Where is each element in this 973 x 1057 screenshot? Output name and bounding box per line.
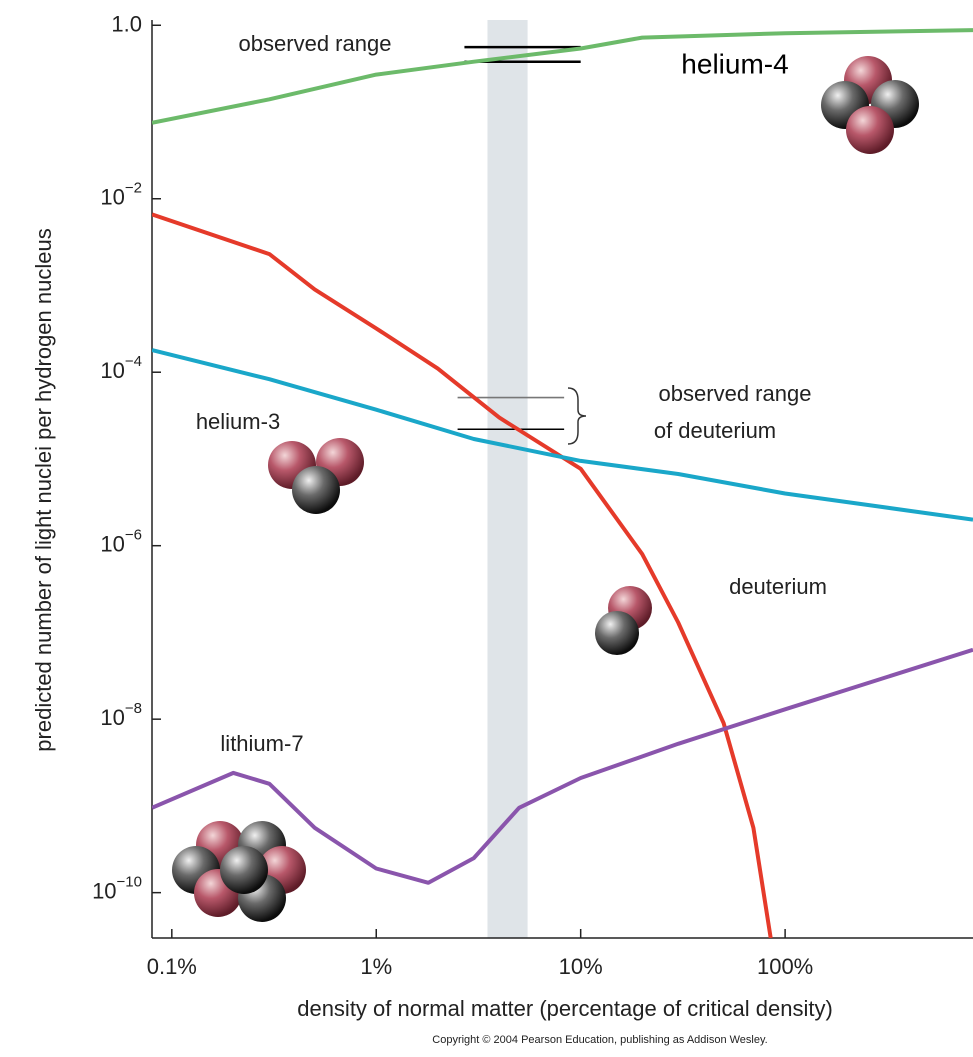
y-tick-label: 10−4 <box>100 353 142 383</box>
x-tick-label: 10% <box>559 954 603 979</box>
x-tick-label: 1% <box>360 954 392 979</box>
y-tick-base: 10 <box>100 705 124 730</box>
y-tick-label: 10−8 <box>100 700 142 730</box>
annotation: helium-4 <box>681 48 788 79</box>
helium-4-icon <box>821 56 919 154</box>
series-line <box>152 212 773 938</box>
y-tick-base: 10 <box>92 878 116 903</box>
annotation: lithium-7 <box>220 731 303 756</box>
series-line <box>152 348 973 522</box>
helium-3-icon <box>268 438 364 514</box>
y-tick-exponent: −4 <box>125 353 142 370</box>
range-brace <box>567 387 587 445</box>
y-tick-base: 10 <box>100 358 124 383</box>
annotation: observed range <box>239 31 392 56</box>
y-tick-label: 10−2 <box>100 180 142 210</box>
nucleus-icons <box>172 56 919 922</box>
annotation: helium-3 <box>196 409 280 434</box>
x-tick-label: 100% <box>757 954 813 979</box>
lithium-7-icon <box>172 821 306 922</box>
deuterium-icon <box>595 586 652 655</box>
y-tick-label: 10−6 <box>100 527 142 557</box>
y-tick-exponent: −10 <box>117 874 142 891</box>
y-tick-label: 1.0 <box>111 11 142 36</box>
series-line <box>152 647 973 885</box>
y-axis-label: predicted number of light nuclei per hyd… <box>31 228 56 751</box>
y-tick-base: 1.0 <box>111 11 142 36</box>
y-tick-base: 10 <box>100 532 124 557</box>
plot-area: 1.010−210−410−610−810−100.1% 1% 10% 100% <box>92 11 973 979</box>
y-tick-base: 10 <box>100 185 124 210</box>
y-tick-exponent: −8 <box>125 700 142 717</box>
annotation: of deuterium <box>654 418 776 443</box>
x-tick-label: 0.1% <box>147 954 197 979</box>
annotation: deuterium <box>729 574 827 599</box>
footer: Copyright © 2004 Pearson Education, publ… <box>432 1034 767 1046</box>
x-axis-label: density of normal matter (percentage of … <box>297 996 833 1021</box>
annotation: observed range <box>659 381 812 406</box>
y-tick-label: 10−10 <box>92 874 142 904</box>
y-tick-exponent: −2 <box>125 180 142 197</box>
y-tick-exponent: −6 <box>125 527 142 544</box>
series-line <box>152 28 973 125</box>
shaded-band <box>487 20 528 938</box>
